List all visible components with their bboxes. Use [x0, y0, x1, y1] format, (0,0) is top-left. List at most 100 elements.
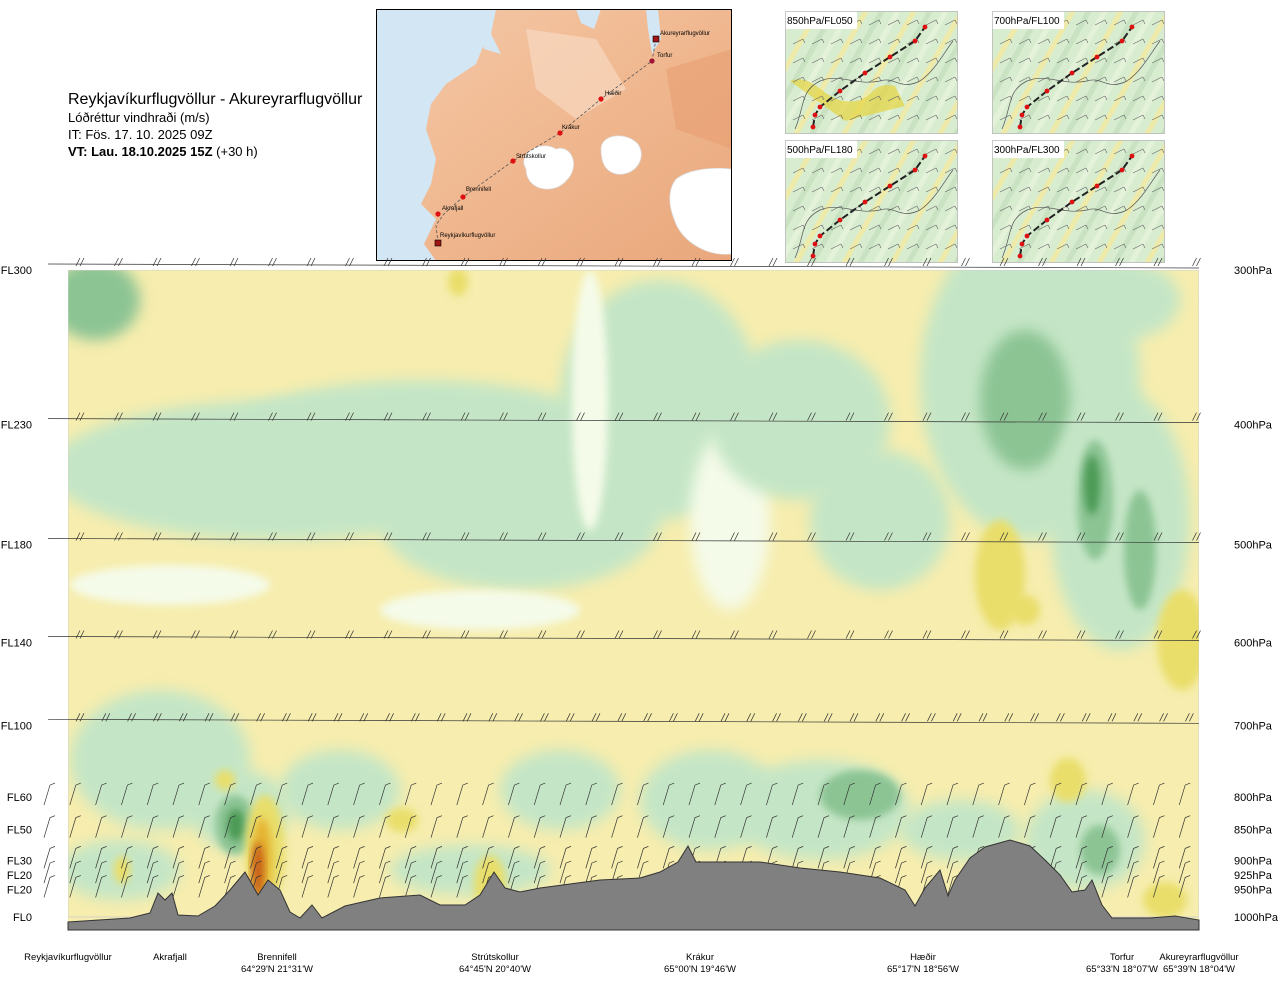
wind-barb-flag — [999, 412, 1009, 421]
wind-barb — [121, 815, 133, 838]
wind-barb — [353, 875, 365, 898]
wind-barb-flag — [961, 412, 970, 421]
panel-wind-barb — [925, 167, 939, 174]
wind-barb-flag — [268, 412, 277, 421]
wind-barb-flag — [720, 713, 730, 722]
wind-barb — [250, 782, 262, 806]
wind-barb — [1049, 846, 1062, 869]
wind-barb — [972, 782, 984, 806]
wind-barb — [1024, 782, 1036, 806]
field-contour — [390, 845, 550, 895]
wind-barb — [637, 782, 649, 806]
panel-wind-barb — [792, 186, 806, 193]
wind-barb — [430, 815, 443, 838]
panel-shading — [992, 11, 1060, 131]
panel-station-dot — [1024, 104, 1030, 110]
wind-barb — [379, 815, 391, 838]
panel-wind-barb — [1037, 167, 1051, 174]
route-point-name: Akureyrarflugvöllur — [1159, 952, 1238, 963]
panel-wind-barb — [1113, 224, 1127, 231]
wind-barb-flag — [1038, 257, 1047, 267]
panel-coastline — [1001, 169, 1161, 259]
wind-barb — [791, 846, 804, 869]
wind-barb — [43, 782, 56, 806]
panel-wind-barb — [868, 38, 882, 45]
wind-barb-flag — [1076, 630, 1086, 639]
wind-barb-flag — [1038, 630, 1047, 639]
wind-barb-flag — [730, 532, 739, 541]
wind-barb — [198, 846, 210, 869]
wind-barb — [1101, 875, 1113, 898]
panel-frame — [785, 11, 958, 134]
panel-wind-barb — [1018, 38, 1032, 45]
wind-barb — [404, 860, 417, 884]
wind-barb-flag — [807, 257, 816, 267]
field-contour — [70, 565, 270, 605]
panel-wind-barb — [849, 224, 863, 231]
wind-barb — [1049, 815, 1062, 838]
panel-wind-barb — [1113, 186, 1127, 193]
panel-wind-barb — [906, 224, 920, 231]
wind-barb-flag — [845, 257, 855, 267]
field-contour — [820, 770, 900, 820]
wind-barb-flag — [691, 412, 701, 421]
panel-wind-barb — [830, 38, 844, 45]
wind-barb-flag — [1153, 630, 1163, 639]
panel-wind-barb — [830, 186, 844, 193]
panel-coastline — [1001, 40, 1161, 130]
wind-barb — [1101, 860, 1113, 884]
wind-barb — [379, 860, 391, 884]
wind-barb-flag — [1192, 412, 1201, 421]
panel-wind-barb — [1094, 186, 1108, 193]
wind-barb-flag — [1133, 713, 1143, 722]
route-point-coord: 64°29'N 21°31'W — [241, 964, 313, 975]
field-contour — [380, 590, 580, 630]
wind-barb-flag — [978, 713, 988, 722]
panel-label-bg — [785, 11, 857, 29]
panel-wind-barb — [868, 148, 882, 155]
wind-barb — [250, 846, 262, 869]
wind-barb — [740, 815, 752, 838]
panel-wind-barb — [1075, 76, 1089, 83]
wind-barb-flag — [730, 630, 739, 639]
panel-wind-barb — [1075, 38, 1089, 45]
wind-barb-flag — [1056, 713, 1065, 722]
wind-barb-flag — [460, 257, 470, 267]
panel-wind-barb — [1113, 243, 1127, 250]
wind-barb-flag — [1107, 713, 1117, 722]
wind-barb — [559, 782, 572, 806]
route-point-name: Reykjavíkurflugvöllur — [24, 952, 112, 963]
wind-barb — [224, 875, 236, 898]
wind-barb-flag — [922, 257, 932, 267]
panel-wind-barb — [999, 167, 1013, 174]
wind-barb-flag — [1081, 713, 1091, 722]
wind-barb — [327, 782, 339, 806]
panel-wind-barb — [830, 114, 844, 121]
wind-barb-flag — [359, 713, 369, 722]
panel-wind-barb — [1132, 76, 1146, 83]
panel-wind-barb — [1075, 243, 1089, 250]
panel-wind-barb — [811, 38, 825, 45]
panel-wind-barb — [944, 243, 958, 250]
wind-barb — [353, 860, 365, 884]
wind-barb — [559, 815, 572, 838]
field-contour — [227, 809, 245, 841]
wind-barb-flag — [114, 412, 123, 421]
panel-station-dot — [812, 112, 818, 118]
wind-barb — [1101, 846, 1113, 869]
wind-barb — [637, 860, 649, 884]
panel-wind-barb — [1132, 57, 1146, 64]
panel-station-dot — [837, 217, 843, 223]
wind-barb — [688, 815, 701, 838]
wind-barb-flag — [1159, 713, 1168, 722]
wind-barb-flag — [875, 713, 885, 722]
panel-station-dot — [1069, 199, 1075, 205]
flight-level-label: FL100 — [1, 720, 32, 732]
panel-wind-barb — [1132, 38, 1146, 45]
panel-wind-barb — [925, 19, 939, 26]
flight-level-label: FL180 — [1, 540, 32, 552]
panel-wind-barb — [792, 224, 806, 231]
panel-wind-barb — [1113, 95, 1127, 102]
wind-barb — [714, 815, 726, 838]
